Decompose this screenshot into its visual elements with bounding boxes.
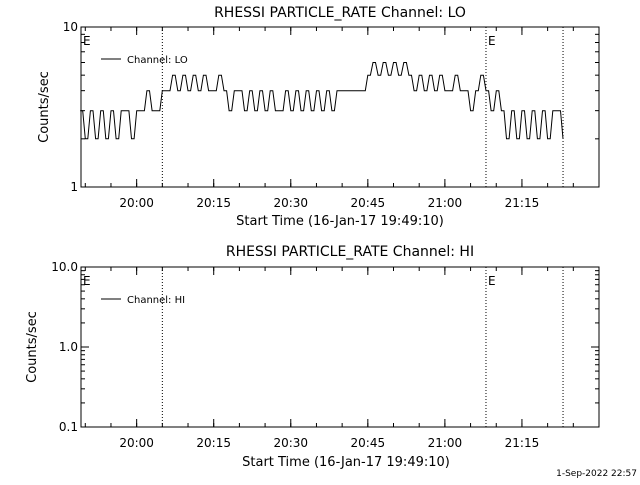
y-tick-label: 1	[70, 180, 78, 194]
event-marker: E	[488, 274, 496, 288]
x-tick-label: 20:45	[351, 436, 386, 450]
y-tick-label: 0.1	[59, 420, 78, 434]
x-tick-label: 21:15	[505, 436, 540, 450]
chart-lo-y-axis-label: Counts/sec	[37, 71, 52, 143]
x-tick-label: 20:15	[196, 196, 231, 210]
x-tick-label: 21:15	[505, 196, 540, 210]
chart-hi-x-axis-label: Start Time (16-Jan-17 19:49:10)	[242, 455, 450, 470]
chart-hi-legend-label: Channel: HI	[127, 295, 185, 306]
chart-lo: RHESSI PARTICLE_RATE Channel: LO Start T…	[37, 5, 600, 229]
series-line	[80, 62, 564, 140]
y-tick-label: 10	[63, 20, 78, 34]
x-tick-label: 20:15	[196, 436, 231, 450]
chart-lo-x-ticks: 20:00 20:15 20:30 20:45 21:00 21:15	[84, 27, 574, 210]
chart-lo-legend-label: Channel: LO	[127, 55, 188, 66]
chart-hi-title: RHESSI PARTICLE_RATE Channel: HI	[226, 244, 474, 260]
event-marker: E	[83, 274, 91, 288]
x-tick-label: 21:00	[428, 196, 463, 210]
chart-lo-y-ticks: 1 10	[63, 20, 599, 194]
chart-hi-x-ticks: 20:00 20:15 20:30 20:45 21:00 21:15	[84, 267, 574, 450]
y-tick-label: 10.0	[51, 260, 78, 274]
chart-hi-legend: Channel: HI	[101, 295, 185, 306]
chart-hi-y-ticks: 0.1 1.0 10.0	[51, 260, 599, 434]
chart-lo-legend: Channel: LO	[101, 55, 188, 66]
event-marker: E	[83, 34, 91, 48]
x-tick-label: 20:00	[119, 436, 154, 450]
chart-hi-y-axis-label: Counts/sec	[25, 311, 40, 383]
x-tick-label: 21:00	[428, 436, 463, 450]
x-tick-label: 20:30	[273, 436, 308, 450]
event-marker: E	[488, 34, 496, 48]
y-tick-label: 1.0	[59, 340, 78, 354]
chart-lo-x-axis-label: Start Time (16-Jan-17 19:49:10)	[236, 214, 444, 229]
chart-lo-series	[80, 62, 564, 140]
chart-lo-plot-frame	[80, 26, 600, 188]
timestamp-stamp: 1-Sep-2022 22:57	[556, 469, 637, 479]
x-tick-label: 20:30	[273, 196, 308, 210]
x-tick-label: 20:45	[351, 196, 386, 210]
x-tick-label: 20:00	[119, 196, 154, 210]
chart-lo-title: RHESSI PARTICLE_RATE Channel: LO	[214, 5, 466, 21]
chart-hi: RHESSI PARTICLE_RATE Channel: HI Start T…	[25, 244, 600, 470]
